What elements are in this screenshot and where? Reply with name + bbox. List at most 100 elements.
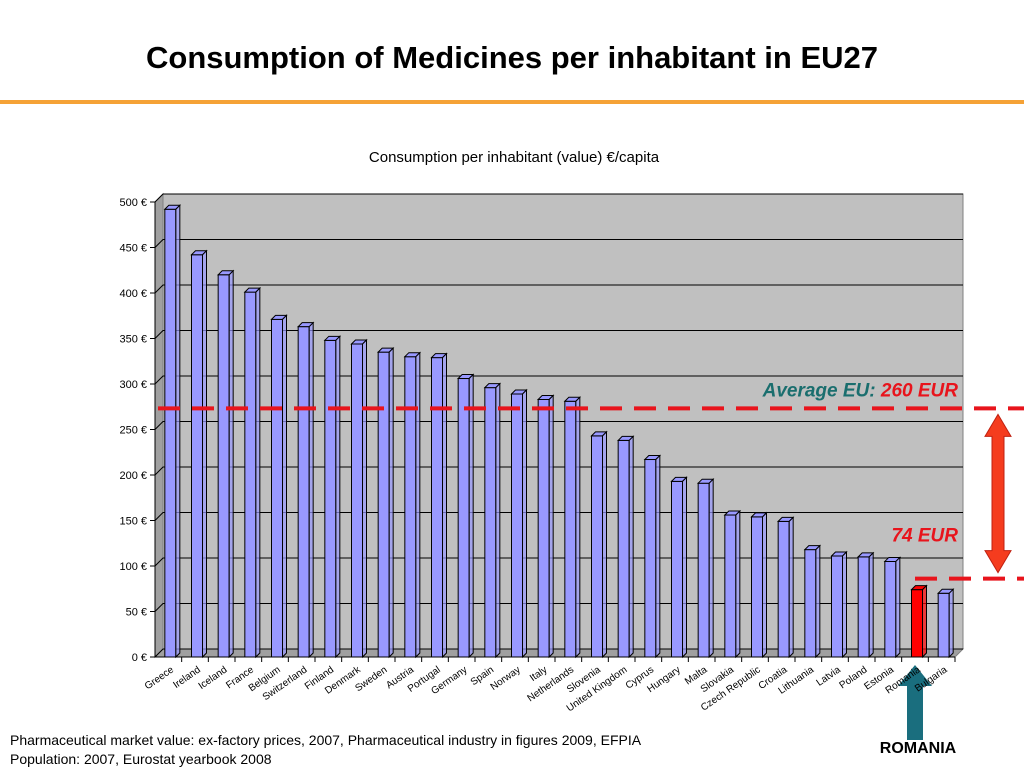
grid-line bbox=[154, 421, 963, 430]
bar-side bbox=[548, 394, 554, 659]
bar-front bbox=[857, 556, 870, 658]
bar-front bbox=[351, 343, 363, 658]
bar-side bbox=[495, 382, 501, 659]
y-tick-label: 250 € bbox=[119, 425, 147, 437]
bar bbox=[803, 544, 822, 659]
bar-side bbox=[442, 352, 447, 659]
y-tick-label: 100 € bbox=[119, 561, 147, 573]
bar-front bbox=[297, 326, 310, 658]
bar-side bbox=[308, 321, 314, 659]
bar-side bbox=[575, 396, 581, 659]
bar-front bbox=[777, 520, 790, 658]
x-tick-label: Ireland bbox=[171, 664, 202, 691]
bar bbox=[323, 335, 342, 659]
bar-front bbox=[244, 291, 257, 658]
bar bbox=[830, 550, 848, 659]
bar bbox=[723, 509, 742, 659]
bar bbox=[936, 588, 955, 659]
bar-front bbox=[164, 208, 177, 658]
bar bbox=[670, 476, 688, 659]
gap-arrow bbox=[984, 413, 1012, 574]
bar-side bbox=[788, 516, 794, 659]
bar-side bbox=[468, 373, 474, 659]
x-tick-label: Norway bbox=[489, 664, 523, 692]
bar bbox=[243, 286, 262, 659]
bar bbox=[590, 430, 608, 659]
y-tick-label: 0 € bbox=[132, 652, 147, 664]
y-tick-label: 300 € bbox=[119, 379, 147, 391]
average-title: Average EU: bbox=[762, 380, 876, 401]
bar bbox=[616, 435, 635, 659]
bar bbox=[190, 249, 208, 659]
bar bbox=[750, 511, 768, 659]
bar-front bbox=[377, 351, 390, 658]
bar-side bbox=[228, 269, 234, 659]
bar-side bbox=[708, 477, 714, 659]
bar bbox=[536, 394, 555, 659]
bar-side bbox=[682, 476, 687, 659]
bar bbox=[296, 321, 315, 659]
bar-front bbox=[511, 393, 523, 658]
bar-front bbox=[324, 339, 337, 658]
bar-front bbox=[457, 378, 470, 658]
average-value: 260 EUR bbox=[880, 380, 958, 401]
bar bbox=[883, 556, 902, 659]
bar-front bbox=[751, 516, 763, 658]
bar-front bbox=[671, 480, 683, 658]
bar-front bbox=[537, 398, 550, 658]
slide-title: Consumption of Medicines per inhabitant … bbox=[146, 40, 878, 75]
y-tick-label: 400 € bbox=[119, 288, 147, 300]
bar-front bbox=[271, 318, 283, 658]
bar-front bbox=[591, 435, 603, 658]
bar-side bbox=[762, 511, 767, 659]
y-tick-label: 50 € bbox=[126, 607, 147, 619]
bar-front bbox=[617, 439, 630, 658]
grid-line bbox=[154, 512, 963, 521]
bar bbox=[216, 269, 235, 659]
bar-front bbox=[191, 254, 203, 658]
x-tick-label: Greece bbox=[143, 664, 177, 692]
bar bbox=[563, 396, 582, 659]
bar-side bbox=[602, 430, 607, 659]
bar bbox=[456, 373, 475, 659]
pointer-arrow bbox=[898, 665, 932, 740]
average-label: Average EU: 260 EUR bbox=[762, 380, 959, 401]
bar-side bbox=[735, 509, 741, 659]
y-tick-label: 500 € bbox=[119, 197, 147, 209]
bar bbox=[483, 382, 502, 659]
bar-front bbox=[884, 560, 897, 658]
grid-line bbox=[154, 330, 963, 339]
bar bbox=[270, 314, 288, 659]
bar-side bbox=[282, 314, 287, 659]
grid-line bbox=[154, 603, 963, 612]
romania-label: 74 EUR bbox=[891, 526, 958, 547]
bar bbox=[856, 551, 875, 659]
grid-line bbox=[154, 193, 963, 203]
grid-line bbox=[154, 557, 963, 567]
footnote: Pharmaceutical market value: ex-factory … bbox=[10, 732, 642, 748]
bar-front bbox=[831, 555, 843, 658]
bar bbox=[643, 454, 662, 659]
bar bbox=[163, 204, 182, 659]
x-tick-label: Iceland bbox=[197, 664, 230, 692]
y-tick-label: 350 € bbox=[119, 334, 147, 346]
bar-side bbox=[362, 338, 367, 659]
bar-side bbox=[922, 584, 927, 659]
grid-line bbox=[154, 466, 963, 476]
bar bbox=[696, 477, 715, 659]
bar-side bbox=[522, 388, 527, 659]
bar-side bbox=[655, 454, 661, 659]
bar-front bbox=[724, 514, 737, 658]
bar-front bbox=[937, 592, 950, 658]
bar-side bbox=[815, 544, 821, 659]
bar bbox=[403, 351, 422, 659]
bar-side bbox=[335, 335, 341, 659]
bar-front bbox=[644, 459, 657, 658]
y-tick-label: 200 € bbox=[119, 470, 147, 482]
chart-title: Consumption per inhabitant (value) €/cap… bbox=[369, 149, 660, 166]
bar bbox=[776, 516, 795, 659]
bar-front bbox=[404, 356, 417, 658]
bar-front bbox=[911, 589, 923, 658]
grid-line bbox=[154, 239, 963, 248]
